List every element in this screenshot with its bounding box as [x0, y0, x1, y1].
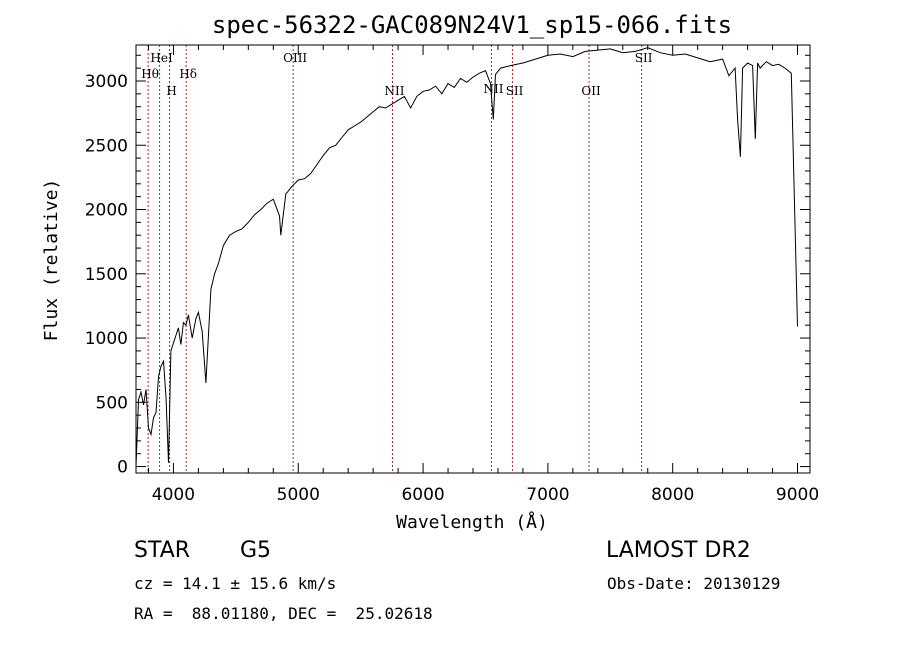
spectral-line-label: OII	[581, 84, 601, 98]
coordinates: RA = 88.01180, DEC = 25.02618	[134, 604, 433, 623]
x-tick-label: 7000	[526, 485, 569, 505]
x-tick-label: 8000	[651, 485, 694, 505]
spectral-line-label: H	[166, 84, 176, 98]
object-subclass: G5	[240, 538, 272, 563]
spectral-line-label: Hθ	[141, 67, 159, 81]
plot-frame	[135, 44, 811, 474]
y-tick-label: 1500	[85, 265, 128, 285]
x-axis-ticks: 4000 5000 6000 7000 8000 9000	[147, 45, 819, 505]
spectral-line-label: SII	[506, 84, 524, 98]
survey-name: LAMOST DR2	[606, 538, 751, 563]
spectral-line-label: OIII	[283, 51, 307, 65]
spectral-line-label: NII	[483, 82, 503, 96]
redshift-info: cz = 14.1 ± 15.6 km/s	[134, 574, 337, 593]
x-tick-label: 5000	[277, 485, 320, 505]
x-axis-label: Wavelength (Å)	[396, 511, 548, 533]
spectral-line-label: SII	[635, 51, 653, 65]
y-tick-label: 500	[96, 393, 128, 413]
y-tick-label: 3000	[85, 72, 128, 92]
x-tick-label: 6000	[401, 485, 444, 505]
x-tick-label: 4000	[152, 485, 195, 505]
y-tick-label: 0	[117, 458, 128, 478]
object-class: STAR	[134, 538, 191, 563]
spectral-line-label: HeI	[150, 51, 173, 65]
y-tick-label: 1000	[85, 329, 128, 349]
spectrum-line	[135, 47, 798, 467]
chart-title: spec-56322-GAC089N24V1_sp15-066.fits	[212, 11, 732, 39]
spectral-line-label: Hδ	[179, 67, 197, 81]
spectral-line-label: NII	[385, 84, 405, 98]
y-tick-label: 2000	[85, 201, 128, 221]
y-tick-label: 2500	[85, 136, 128, 156]
obs-date: Obs-Date: 20130129	[607, 574, 781, 593]
y-axis-ticks: 0 500 1000 1500 2000 2500 3000	[85, 54, 810, 478]
y-axis-label: Flux (relative)	[41, 179, 62, 342]
x-tick-label: 9000	[776, 485, 819, 505]
